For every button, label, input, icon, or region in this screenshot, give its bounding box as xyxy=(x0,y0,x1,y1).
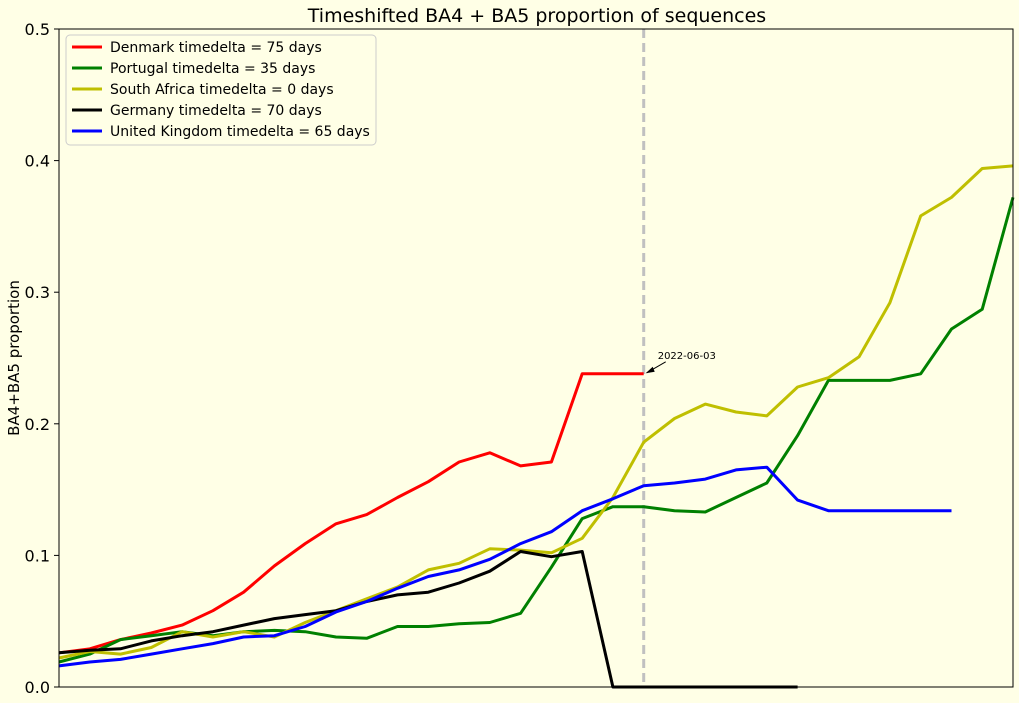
series-layer xyxy=(58,164,1015,689)
legend-box xyxy=(65,34,377,146)
y-tick-label: 0.2 xyxy=(25,415,50,434)
chart-title: Timeshifted BA4 + BA5 proportion of sequ… xyxy=(307,5,766,27)
legend: Denmark timedelta = 75 days Portugal time… xyxy=(65,34,377,146)
annotation-layer: 2022-06-03 xyxy=(645,351,716,374)
axes-layer: 0.0 0.1 0.2 0.3 0.4 0.5 xyxy=(25,20,1014,697)
series-line-0 xyxy=(58,372,644,655)
legend-label-3: Germany timedelta = 70 days xyxy=(110,103,322,119)
legend-label-1: Portugal timedelta = 35 days xyxy=(110,61,315,77)
legend-label-0: Denmark timedelta = 75 days xyxy=(110,40,322,56)
y-tick-label: 0.3 xyxy=(25,283,50,302)
axes-frame xyxy=(58,28,1014,688)
annotation-arrowhead xyxy=(645,366,655,374)
series-line-2 xyxy=(58,164,1014,660)
y-axis-label: BA4+BA5 proportion xyxy=(5,280,23,436)
y-tick-label: 0.4 xyxy=(25,152,50,171)
y-tick-label: 0.5 xyxy=(25,20,50,39)
legend-label-4: United Kingdom timedelta = 65 days xyxy=(110,124,370,140)
annotation-label: 2022-06-03 xyxy=(658,351,716,362)
y-tick-label: 0.1 xyxy=(25,546,50,565)
series-line-4 xyxy=(58,465,952,668)
y-tick-label: 0.0 xyxy=(25,678,50,697)
legend-label-2: South Africa timedelta = 0 days xyxy=(110,82,334,98)
